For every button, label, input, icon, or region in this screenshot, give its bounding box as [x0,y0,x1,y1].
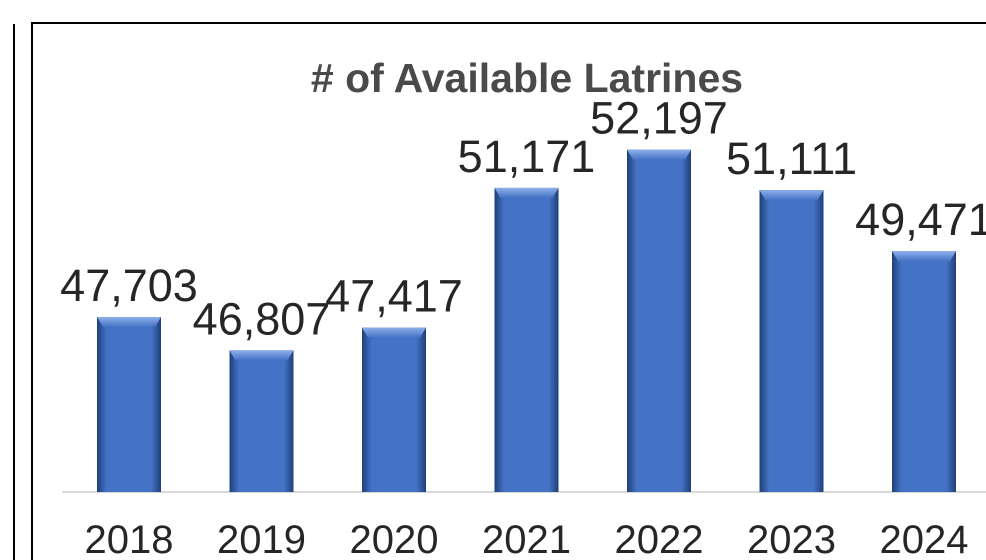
data-label-2024: 49,471 [855,194,986,245]
bar-2019 [229,350,294,492]
bar-2018 [97,316,161,492]
bar-bevel [892,251,956,262]
bar-body [362,327,426,492]
x-tick-2022: 2022 [615,518,704,560]
bar-body [229,350,294,492]
bar-body [759,190,824,492]
x-tick-2019: 2019 [217,518,306,560]
bar-bevel [229,350,294,361]
bar-bevel [627,149,691,160]
bar-bevel [362,327,426,338]
x-tick-2024: 2024 [880,518,969,560]
data-label-2018: 47,703 [60,260,198,311]
bar-body [892,251,956,492]
x-tick-2020: 2020 [350,518,439,560]
x-tick-2021: 2021 [482,518,571,560]
bar-2023 [759,190,824,492]
x-tick-2018: 2018 [85,518,174,560]
data-label-2020: 47,417 [325,271,463,322]
bar-bevel [759,190,824,201]
data-label-2021: 51,171 [458,131,596,182]
x-tick-2023: 2023 [747,518,836,560]
data-label-2022: 52,197 [590,93,728,144]
bar-body [494,187,559,492]
bar-bevel [494,187,559,198]
bar-bevel [97,316,161,327]
bars-group [97,149,956,492]
data-label-2019: 46,807 [193,293,331,344]
bar-2021 [494,187,559,492]
bar-2024 [892,251,956,492]
bar-2020 [362,327,426,492]
bar-body [97,316,161,492]
bar-2022 [627,149,691,492]
x-tick-labels-group: 2018 2019 2020 2021 2022 2023 2024 [85,518,969,560]
data-label-2023: 51,111 [726,133,857,184]
bar-body [627,149,691,492]
chart-title: # of Available Latrines [311,55,743,101]
